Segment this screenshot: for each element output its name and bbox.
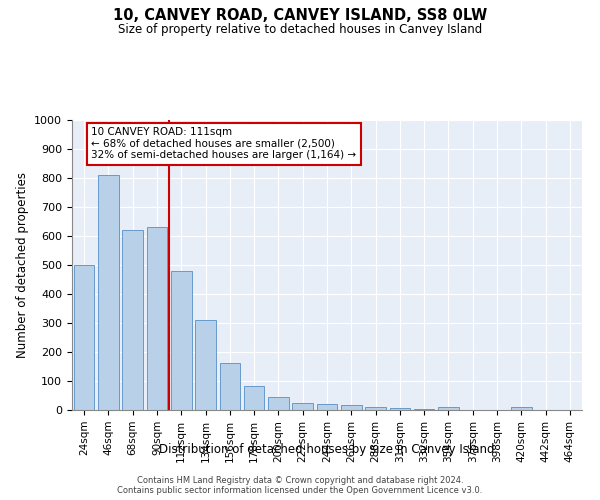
Bar [244, 386, 265, 410]
Bar [317, 404, 337, 410]
Bar [365, 406, 386, 410]
Text: 10 CANVEY ROAD: 111sqm
← 68% of detached houses are smaller (2,500)
32% of semi-: 10 CANVEY ROAD: 111sqm ← 68% of detached… [91, 127, 356, 160]
Bar [341, 406, 362, 410]
Bar [195, 320, 216, 410]
Bar [122, 230, 143, 410]
Bar [511, 407, 532, 410]
Text: Distribution of detached houses by size in Canvey Island: Distribution of detached houses by size … [159, 442, 495, 456]
Bar [268, 397, 289, 410]
Bar [98, 175, 119, 410]
Bar [389, 408, 410, 410]
Y-axis label: Number of detached properties: Number of detached properties [16, 172, 29, 358]
Bar [220, 363, 240, 410]
Text: Contains HM Land Registry data © Crown copyright and database right 2024.
Contai: Contains HM Land Registry data © Crown c… [118, 476, 482, 495]
Bar [292, 403, 313, 410]
Text: 10, CANVEY ROAD, CANVEY ISLAND, SS8 0LW: 10, CANVEY ROAD, CANVEY ISLAND, SS8 0LW [113, 8, 487, 22]
Bar [146, 228, 167, 410]
Text: Size of property relative to detached houses in Canvey Island: Size of property relative to detached ho… [118, 22, 482, 36]
Bar [74, 265, 94, 410]
Bar [414, 408, 434, 410]
Bar [171, 271, 191, 410]
Bar [438, 407, 459, 410]
